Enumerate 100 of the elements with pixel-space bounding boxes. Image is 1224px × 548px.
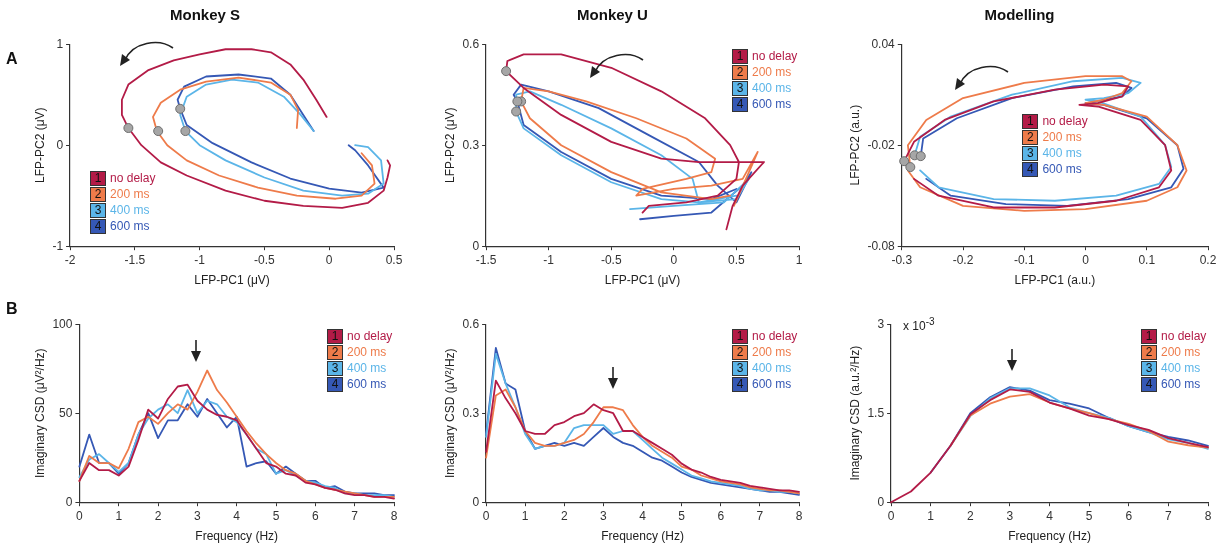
x-tick-label: -0.5: [254, 252, 276, 267]
y-tick-label: 1.5: [867, 405, 885, 420]
annotation: 1: [732, 48, 748, 64]
legend-label: 600 ms: [1161, 376, 1201, 392]
legend-label: no delay: [347, 328, 393, 344]
legend-label: 400 ms: [752, 80, 792, 96]
x-tick-label: 0.1: [1138, 252, 1156, 267]
legend-label: 200 ms: [1161, 344, 1201, 360]
y-tick-label: 0.3: [462, 405, 480, 420]
x-tick-label: 5: [678, 508, 686, 523]
x-axis-title: Frequency (Hz): [601, 529, 684, 544]
annotation: 3: [1141, 360, 1157, 376]
annotation: 1: [327, 328, 343, 344]
x-tick-label: 2: [966, 508, 974, 523]
legend-label: no delay: [752, 48, 798, 64]
legend-label: 200 ms: [752, 344, 792, 360]
y-tick-label: 0: [65, 494, 73, 509]
legend-label: 600 ms: [752, 96, 792, 112]
annotation: 3: [90, 202, 107, 218]
y-tick-label: -1: [52, 238, 64, 253]
x-tick-label: 6: [312, 508, 320, 523]
legend-label: 200 ms: [752, 64, 792, 80]
legend-label: no delay: [752, 328, 798, 344]
y-axis-title: LFP-PC2 (a.u.): [847, 104, 862, 186]
x-tick-label: 0.5: [385, 252, 403, 267]
annotation: 3: [1022, 145, 1039, 161]
annotation: 4: [732, 96, 748, 112]
legend-label: 600 ms: [110, 218, 150, 234]
x-tick-label: 0: [482, 508, 490, 523]
y-tick-label: -0.02: [867, 137, 896, 152]
legend-label: 200 ms: [1042, 129, 1082, 145]
x-tick-label: 7: [1165, 508, 1173, 523]
x-tick-label: -0.5: [600, 252, 622, 267]
annotation: x 10$^{-3}$: [903, 316, 935, 333]
x-tick-label: 4: [233, 508, 241, 523]
x-tick-label: 5: [1085, 508, 1093, 523]
x-axis-title: LFP-PC1 (a.u.): [1014, 273, 1096, 288]
x-tick-label: 4: [1046, 508, 1054, 523]
y-tick-label: -0.08: [867, 238, 896, 253]
y-tick-label: 0.04: [871, 36, 896, 51]
y-tick-label: 0: [472, 494, 480, 509]
x-tick-label: 1: [115, 508, 123, 523]
annotation: 2: [1141, 344, 1157, 360]
y-tick-label: 50: [59, 405, 73, 420]
x-tick-label: -0.3: [891, 252, 913, 267]
legend-label: no delay: [1042, 113, 1088, 129]
x-tick-label: -1.5: [475, 252, 497, 267]
x-tick-label: 4: [639, 508, 647, 523]
text: B: [6, 300, 18, 318]
annotation: 2: [1022, 129, 1039, 145]
annotation: 2: [732, 344, 748, 360]
annotation: 3: [327, 360, 343, 376]
y-tick-label: 1: [56, 36, 64, 51]
annotation: 4: [327, 376, 343, 392]
x-tick-label: 6: [717, 508, 725, 523]
x-tick-label: 7: [756, 508, 764, 523]
legend-label: 400 ms: [347, 360, 387, 376]
y-axis-title: Imaginary CSD (μV²/Hz): [442, 348, 457, 478]
legend-label: 200 ms: [110, 186, 150, 202]
legend-label: 600 ms: [347, 376, 387, 392]
annotation: 4: [732, 376, 748, 392]
x-axis-title: LFP-PC1 (μV): [604, 273, 681, 288]
annotation: 2: [327, 344, 343, 360]
y-tick-label: 0: [56, 137, 64, 152]
y-tick-label: 0.6: [462, 36, 480, 51]
x-tick-label: -2: [64, 252, 76, 267]
x-axis-title: Frequency (Hz): [1008, 529, 1091, 544]
annotation: 4: [1022, 161, 1039, 177]
x-tick-label: 2: [560, 508, 568, 523]
annotation: 4: [1141, 376, 1157, 392]
y-tick-label: 0.6: [462, 316, 480, 331]
legend-label: 200 ms: [347, 344, 387, 360]
x-tick-label: 1: [521, 508, 529, 523]
y-axis-title: Imaginary CSD (μV²/Hz): [32, 348, 47, 478]
legend-label: 400 ms: [110, 202, 150, 218]
legend-label: 400 ms: [752, 360, 792, 376]
x-tick-label: 0.2: [1199, 252, 1217, 267]
annotation: 1: [1141, 328, 1157, 344]
annotation: 2: [732, 64, 748, 80]
chart-title: Monkey U: [576, 6, 649, 23]
y-axis-title: LFP-PC2 (μV): [442, 107, 457, 183]
y-tick-label: 0.3: [462, 137, 480, 152]
x-tick-label: 3: [600, 508, 608, 523]
legend-label: no delay: [110, 170, 156, 186]
x-tick-label: -1.5: [124, 252, 146, 267]
x-tick-label: 3: [1006, 508, 1014, 523]
annotation: 1: [732, 328, 748, 344]
annotation: 3: [732, 80, 748, 96]
annotation: 1: [90, 170, 107, 186]
x-tick-label: -1: [543, 252, 555, 267]
x-tick-label: 5: [272, 508, 280, 523]
annotation: 4: [90, 218, 107, 234]
chart-title: Monkey S: [169, 6, 241, 23]
y-axis-title: Imaginary CSD (a.u.²/Hz): [847, 345, 862, 481]
legend-label: 400 ms: [1042, 145, 1082, 161]
x-tick-label: 2: [154, 508, 162, 523]
x-tick-label: -0.1: [1013, 252, 1035, 267]
legend-label: 600 ms: [752, 376, 792, 392]
legend-label: no delay: [1161, 328, 1207, 344]
x-tick-label: 6: [1125, 508, 1133, 523]
